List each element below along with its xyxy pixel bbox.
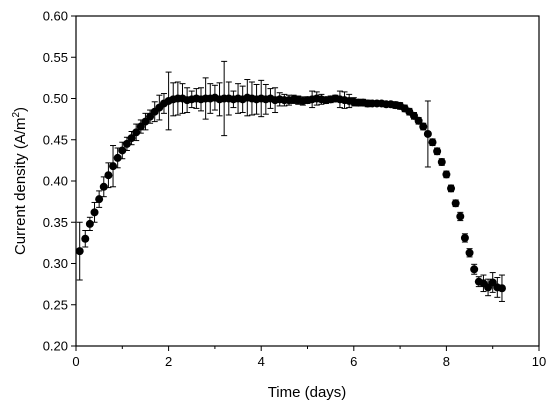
y-tick-label: 0.25 (43, 297, 68, 312)
x-tick-label: 8 (443, 354, 450, 369)
data-point (95, 195, 104, 204)
data-point (85, 219, 94, 228)
data-point (122, 139, 131, 148)
data-point (497, 284, 506, 293)
data-point (414, 116, 423, 125)
data-point (109, 162, 118, 171)
data-point (428, 138, 437, 147)
y-axis-title: Current density (A/m2) (11, 107, 29, 255)
y-tick-label: 0.45 (43, 132, 68, 147)
data-point (451, 199, 460, 208)
x-tick-label: 4 (258, 354, 265, 369)
data-point (99, 182, 108, 191)
plot-area (75, 15, 540, 347)
data-point (132, 128, 141, 137)
data-point (470, 265, 479, 274)
y-axis-title-main: Current density (A/m (12, 118, 29, 256)
x-tick-label: 2 (165, 354, 172, 369)
y-tick-label: 0.55 (43, 50, 68, 65)
data-points (75, 93, 506, 293)
data-point (90, 208, 99, 217)
y-axis: 0.20 0.25 0.30 0.35 0.40 0.45 0.50 0.55 0.60 (43, 9, 76, 354)
x-tick-label: 6 (350, 354, 357, 369)
data-point (113, 153, 122, 162)
data-point (442, 170, 451, 179)
data-point (419, 122, 428, 131)
y-tick-label: 0.40 (43, 174, 68, 189)
data-point (433, 147, 442, 156)
x-tick-label: 10 (532, 354, 546, 369)
x-tick-label: 0 (72, 354, 79, 369)
data-point (104, 171, 113, 180)
data-point (81, 234, 90, 243)
data-point (456, 212, 465, 221)
data-point (437, 158, 446, 167)
data-point (127, 134, 136, 143)
y-tick-label: 0.60 (43, 9, 68, 24)
y-tick-label: 0.35 (43, 215, 68, 230)
data-point (118, 146, 127, 155)
y-axis-title-sup: 2 (11, 112, 22, 118)
y-axis-title-end: ) (12, 107, 29, 112)
data-point (75, 247, 84, 256)
data-point (447, 184, 456, 193)
y-tick-label: 0.20 (43, 339, 68, 354)
x-axis-title: Time (days) (268, 384, 347, 401)
data-point (423, 129, 432, 138)
plot-frame (75, 15, 540, 347)
y-tick-label: 0.30 (43, 256, 68, 271)
data-point (460, 233, 469, 242)
y-tick-label: 0.50 (43, 91, 68, 106)
x-axis: 0 2 4 6 8 10 (72, 346, 546, 369)
data-point (465, 248, 474, 257)
